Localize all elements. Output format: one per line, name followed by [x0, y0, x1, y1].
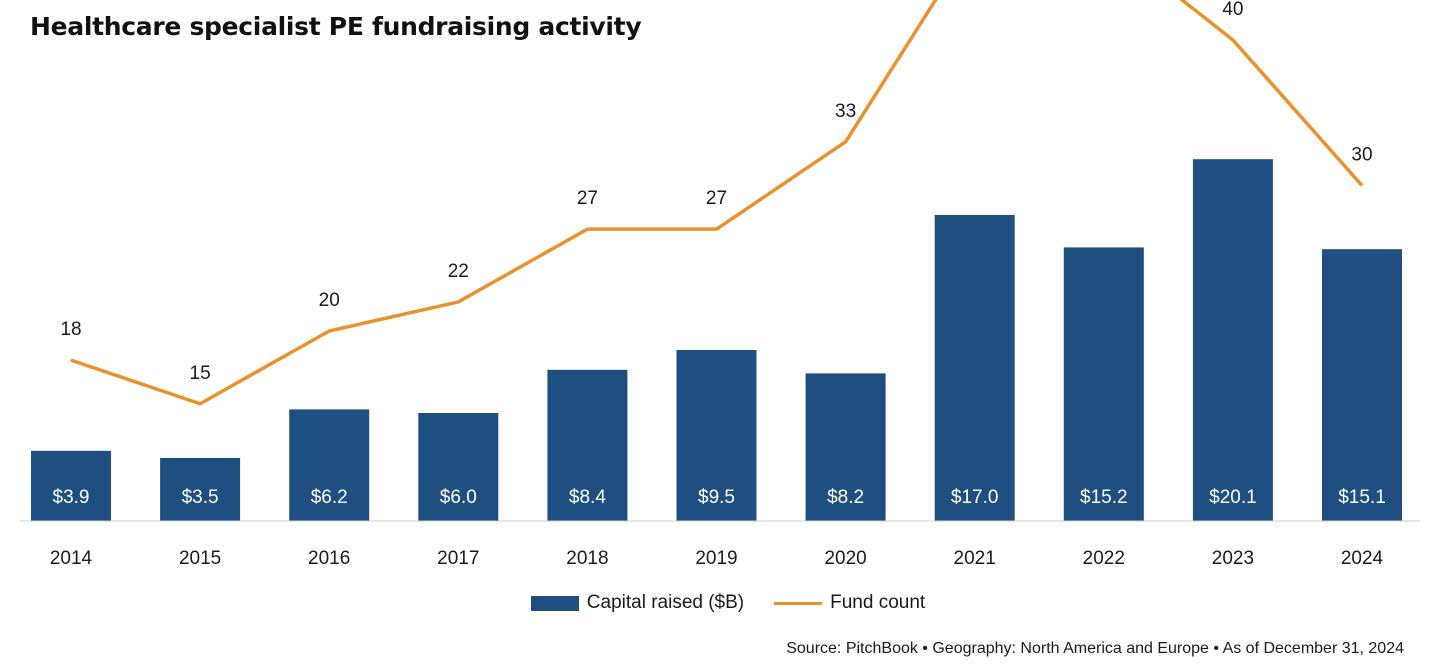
- legend-label-fund-count: Fund count: [830, 592, 926, 613]
- bar-value-label-2018: $8.4: [569, 487, 606, 508]
- bar-2016: [289, 409, 370, 521]
- fund-count-label-2015: 15: [190, 363, 211, 384]
- fund-count-label-2016: 20: [319, 290, 340, 311]
- x-tick-2024: 2024: [1341, 548, 1384, 569]
- fund-count-label-2024: 30: [1351, 145, 1372, 166]
- fund-count-label-2020: 33: [835, 101, 856, 122]
- fund-count-line: [70, 0, 1364, 406]
- x-axis-ticks: 2014 2015 2016 2017 2018 2019 2020 2021 2022 2023…: [50, 548, 1384, 569]
- bar-value-label-2019: $9.5: [698, 487, 735, 508]
- legend-line-swatch: [774, 601, 823, 605]
- line-layer: [70, 0, 1364, 406]
- bar-2021: [934, 215, 1015, 521]
- bar-2022: [1063, 247, 1144, 521]
- x-tick-2016: 2016: [308, 548, 350, 569]
- x-tick-2014: 2014: [50, 548, 93, 569]
- fund-count-label-2014: 18: [60, 319, 81, 340]
- bar-value-label-2023: $20.1: [1209, 487, 1257, 508]
- x-tick-2020: 2020: [824, 548, 866, 569]
- bar-value-label-2017: $6.0: [440, 487, 477, 508]
- x-tick-2023: 2023: [1212, 548, 1254, 569]
- fund-count-label-2019: 27: [706, 188, 727, 209]
- bar-value-label-2024: $15.1: [1338, 487, 1386, 508]
- bar-2023: [1192, 159, 1273, 521]
- chart-title: Healthcare specialist PE fundraising act…: [30, 12, 642, 41]
- labels-layer: $3.9 $3.5 $6.2 $6.0 $8.4 $9.5 $8.2 $17.0 $15.2 $2…: [53, 0, 1386, 508]
- legend-bar-swatch: [530, 595, 579, 611]
- fund-count-label-2018: 27: [577, 188, 598, 209]
- x-tick-2021: 2021: [954, 548, 996, 569]
- fund-count-label-2023: 40: [1222, 0, 1243, 20]
- bars-layer: [31, 159, 1402, 521]
- bar-2017: [418, 413, 499, 521]
- legend: Capital raised ($B) Fund count: [0, 592, 1456, 614]
- bar-value-label-2020: $8.2: [827, 487, 864, 508]
- legend-label-capital: Capital raised ($B): [586, 592, 745, 613]
- bar-value-label-2014: $3.9: [53, 487, 90, 508]
- x-tick-2022: 2022: [1083, 548, 1125, 569]
- bar-value-label-2015: $3.5: [182, 487, 219, 508]
- fund-count-label-2017: 22: [448, 261, 469, 282]
- bar-2020: [805, 373, 886, 521]
- x-tick-2019: 2019: [695, 548, 737, 569]
- bar-value-label-2016: $6.2: [311, 487, 348, 508]
- bar-2015: [160, 458, 241, 521]
- bar-2019: [676, 350, 757, 521]
- bar-2018: [547, 369, 628, 521]
- legend-item-capital: Capital raised ($B): [530, 592, 745, 614]
- x-tick-2015: 2015: [179, 548, 221, 569]
- bar-value-label-2021: $17.0: [951, 487, 999, 508]
- bar-value-label-2022: $15.2: [1080, 487, 1128, 508]
- legend-item-fund-count: Fund count: [774, 592, 925, 614]
- x-tick-2018: 2018: [566, 548, 608, 569]
- source-footer: Source: PitchBook • Geography: North Ame…: [786, 640, 1404, 657]
- bar-2014: [31, 450, 111, 521]
- bar-2024: [1322, 249, 1402, 521]
- x-tick-2017: 2017: [437, 548, 479, 569]
